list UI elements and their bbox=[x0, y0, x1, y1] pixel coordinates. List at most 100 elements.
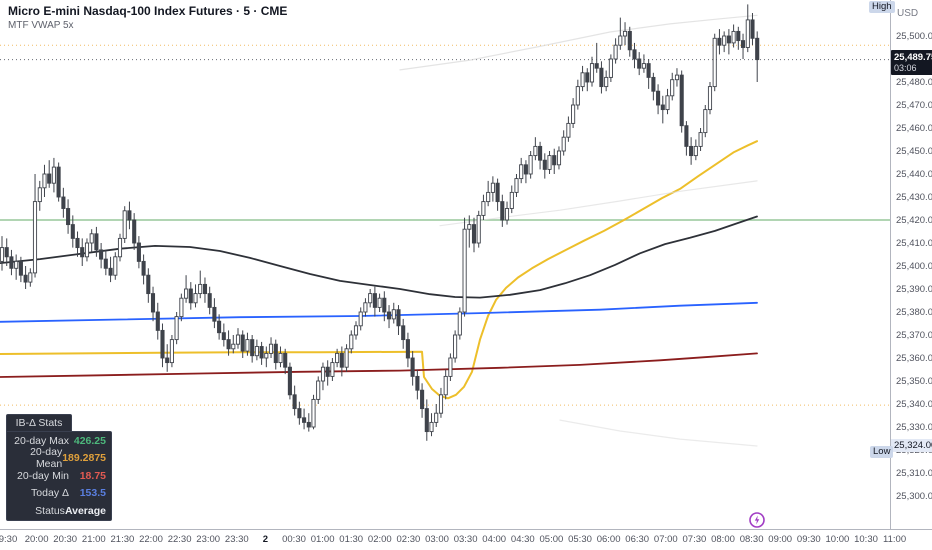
chart-legend: Micro E-mini Nasdaq-100 Index Futures · … bbox=[8, 4, 287, 32]
candle bbox=[646, 63, 651, 78]
candle bbox=[368, 293, 373, 304]
candle bbox=[207, 293, 212, 308]
candle bbox=[339, 352, 344, 368]
price-tick-label: 25,410.00 bbox=[896, 238, 932, 249]
candle bbox=[14, 260, 19, 269]
time-axis[interactable]: 9:30 20:00 20:30 21:00 21:30 22:00 22:30 23:00 2… bbox=[0, 529, 932, 550]
candle bbox=[429, 421, 434, 433]
candle bbox=[382, 297, 387, 313]
price-tick-label: 25,350.00 bbox=[896, 376, 932, 387]
last-price-badge: 25,489.75 03:06 bbox=[891, 49, 932, 75]
stats-row-max: 20-day Max 426.25 bbox=[7, 432, 111, 450]
candle bbox=[377, 297, 382, 308]
candle bbox=[712, 37, 717, 88]
candle bbox=[745, 19, 750, 48]
candle bbox=[122, 210, 127, 239]
candle bbox=[240, 334, 245, 352]
time-tick-label: 23:00 bbox=[196, 534, 221, 545]
candle bbox=[670, 79, 675, 97]
candle bbox=[297, 408, 302, 419]
candle bbox=[99, 249, 104, 260]
price-tick-label: 25,370.00 bbox=[896, 330, 932, 341]
candle bbox=[722, 35, 727, 46]
stats-panel-header: IB-Δ Stats bbox=[6, 414, 72, 431]
candle bbox=[495, 182, 500, 203]
candle bbox=[689, 145, 694, 157]
candle bbox=[443, 375, 448, 396]
price-tick-label: 25,480.00 bbox=[896, 77, 932, 88]
candle bbox=[448, 357, 453, 377]
candle bbox=[613, 44, 618, 60]
stats-row-min: 20-day Min 18.75 bbox=[7, 467, 111, 485]
candle bbox=[405, 339, 410, 359]
candle bbox=[391, 309, 396, 320]
time-tick-label: 06:30 bbox=[625, 534, 650, 545]
candle bbox=[755, 37, 760, 61]
price-tick-label: 25,380.00 bbox=[896, 307, 932, 318]
candle bbox=[519, 164, 524, 180]
price-axis[interactable]: USD 25,489.75 03:06 25,324.00 25,500.00 2… bbox=[890, 0, 932, 529]
session-high-edge-badge: High bbox=[869, 1, 895, 13]
candle bbox=[698, 132, 703, 147]
vwap-black bbox=[0, 215, 758, 299]
candle bbox=[467, 224, 472, 230]
stats-value: 426.25 bbox=[73, 434, 106, 447]
candle bbox=[306, 421, 311, 428]
price-tick-label: 25,390.00 bbox=[896, 284, 932, 295]
time-tick-label: 21:30 bbox=[110, 534, 135, 545]
time-tick-label: 10:30 bbox=[854, 534, 878, 545]
time-tick-label: 9:30 bbox=[0, 534, 18, 545]
candle bbox=[0, 247, 5, 262]
symbol-title[interactable]: Micro E-mini Nasdaq-100 Index Futures · … bbox=[8, 4, 288, 18]
event-lightning-icon[interactable] bbox=[748, 511, 766, 534]
candle bbox=[693, 145, 698, 157]
price-tick-label: 25,460.00 bbox=[896, 123, 932, 134]
candle bbox=[150, 293, 156, 313]
time-tick-label: 08:00 bbox=[711, 534, 735, 545]
stats-panel-body: 20-day Max 426.25 20-day Mean 189.2875 2… bbox=[6, 431, 112, 521]
candle bbox=[386, 311, 392, 320]
candle bbox=[108, 267, 113, 276]
candle bbox=[750, 19, 755, 39]
candle bbox=[9, 256, 14, 269]
candle bbox=[547, 155, 552, 170]
candle bbox=[410, 357, 415, 377]
candle bbox=[94, 233, 99, 251]
candle bbox=[4, 247, 9, 258]
time-tick-label: 2 bbox=[262, 534, 269, 545]
price-tick-label: 25,420.00 bbox=[896, 215, 932, 226]
candle bbox=[415, 375, 420, 391]
candle bbox=[146, 274, 151, 295]
time-tick-label: 06:00 bbox=[596, 534, 621, 545]
candle bbox=[684, 125, 689, 147]
candle bbox=[438, 394, 444, 414]
candle bbox=[424, 408, 429, 433]
indicator-title[interactable]: MTF VWAP 5x bbox=[8, 20, 74, 31]
candle bbox=[622, 30, 628, 37]
time-tick-label: 10:00 bbox=[825, 534, 850, 545]
candle bbox=[538, 145, 543, 161]
stats-label: 20-day Min bbox=[17, 469, 69, 482]
stats-value: 18.75 bbox=[79, 469, 106, 482]
candle bbox=[353, 325, 359, 336]
vwap-blue bbox=[0, 301, 758, 323]
candle bbox=[198, 283, 203, 295]
candle bbox=[268, 343, 274, 354]
candle bbox=[420, 389, 425, 410]
candle bbox=[514, 178, 519, 193]
candle bbox=[542, 159, 547, 170]
price-tick-label: 25,470.00 bbox=[896, 100, 932, 111]
stats-label: Status bbox=[35, 504, 65, 517]
candle bbox=[127, 210, 132, 221]
candle bbox=[585, 72, 590, 83]
stats-row-mean: 20-day Mean 189.2875 bbox=[7, 446, 111, 470]
time-tick-label: 01:30 bbox=[339, 534, 364, 545]
candle bbox=[523, 164, 528, 175]
candle bbox=[320, 366, 326, 382]
candlestick-chart-canvas[interactable] bbox=[0, 0, 890, 529]
candle bbox=[84, 242, 90, 258]
stats-label: Today Δ bbox=[31, 487, 69, 500]
candle bbox=[637, 58, 642, 69]
vwap-yellow bbox=[0, 140, 758, 400]
price-tick-label: 25,330.00 bbox=[896, 422, 932, 433]
